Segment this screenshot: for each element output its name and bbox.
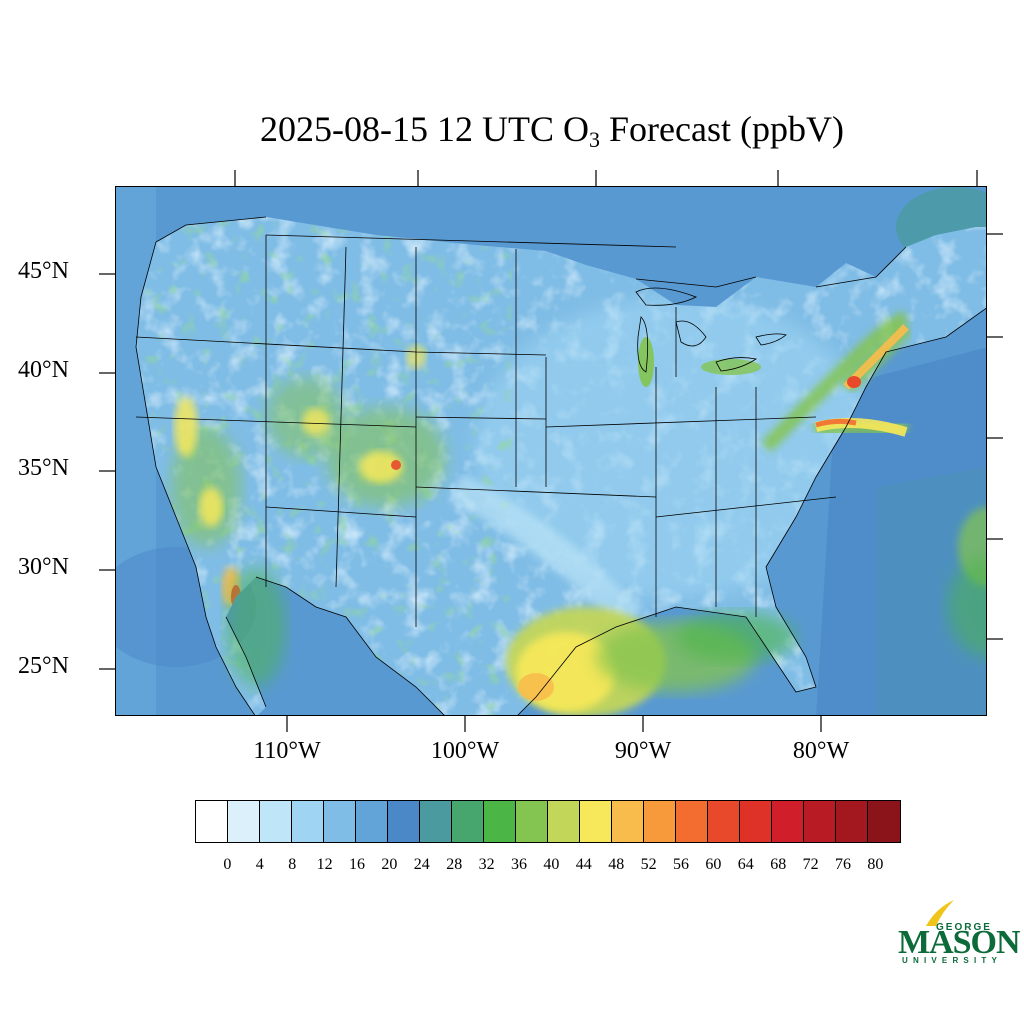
latitude-label-25n: 25°N [18, 653, 69, 679]
colorbar-tick-label: 36 [511, 856, 527, 873]
map-canvas [116, 187, 986, 715]
logo-university-text: UNIVERSITY [902, 956, 1003, 965]
colorbar-cell [804, 801, 836, 842]
logo-swoosh-icon [926, 900, 954, 926]
george-mason-logo: GEORGE MASON UNIVERSITY [896, 896, 1021, 976]
colorbar-cell [772, 801, 804, 842]
colorbar-cell [836, 801, 868, 842]
colorbar-tick-label: 80 [867, 856, 884, 873]
colorbar-cell [548, 801, 580, 842]
colorbar-tick-label: 44 [575, 856, 592, 873]
colorbar-cell [452, 801, 484, 842]
ozone-colorbar [195, 800, 901, 843]
colorbar-tick-label: 60 [705, 856, 722, 873]
latitude-label-35n: 35°N [18, 455, 69, 481]
colorbar-tick-label: 76 [835, 856, 851, 873]
colorbar-cell [740, 801, 772, 842]
colorbar-cell [388, 801, 420, 842]
colorbar-tick-label: 72 [802, 856, 819, 873]
colorbar-tick-label: 68 [770, 856, 787, 873]
longitude-label-80w: 80°W [792, 738, 850, 764]
colorbar-cell [708, 801, 740, 842]
colorbar-tick-label: 4 [255, 856, 264, 873]
colorbar-tick-label: 0 [223, 856, 232, 873]
colorbar-cell [228, 801, 260, 842]
longitude-label-90w: 90°W [614, 738, 672, 764]
latitude-label-40n: 40°N [18, 357, 69, 383]
colorbar-cell [868, 801, 900, 842]
colorbar-cell [644, 801, 676, 842]
colorbar-cell [324, 801, 356, 842]
logo-mason-text: MASON [898, 924, 1021, 961]
colorbar-cell [196, 801, 228, 842]
colorbar-cell [356, 801, 388, 842]
colorbar-tick-label: 52 [640, 856, 657, 873]
colorbar-tick-label: 40 [543, 856, 560, 873]
ozone-forecast-map [115, 186, 987, 716]
colorbar-cell [612, 801, 644, 842]
colorbar-cell [516, 801, 548, 842]
colorbar-cell [676, 801, 708, 842]
colorbar-tick-label: 56 [673, 856, 689, 873]
colorbar-tick-label: 24 [413, 856, 430, 873]
latitude-label-45n: 45°N [18, 258, 69, 284]
colorbar-tick-label: 20 [381, 856, 398, 873]
colorbar-cell [420, 801, 452, 842]
longitude-label-100w: 100°W [430, 738, 500, 764]
colorbar-tick-label: 12 [316, 856, 333, 873]
latitude-label-30n: 30°N [18, 554, 69, 580]
colorbar-tick-label: 48 [608, 856, 625, 873]
colorbar-tick-label: 64 [737, 856, 754, 873]
colorbar-cell [484, 801, 516, 842]
colorbar-cell [580, 801, 612, 842]
colorbar-tick-label: 32 [478, 856, 495, 873]
colorbar-tick-label: 8 [288, 856, 297, 873]
colorbar-tick-label: 28 [446, 856, 463, 873]
colorbar-cell [260, 801, 292, 842]
map-title: 2025-08-15 12 UTC O3 Forecast (ppbV) [260, 109, 844, 152]
colorbar-cell [292, 801, 324, 842]
longitude-label-110w: 110°W [253, 738, 321, 764]
logo-george-text: GEORGE [936, 922, 992, 933]
colorbar-tick-label: 16 [349, 856, 365, 873]
